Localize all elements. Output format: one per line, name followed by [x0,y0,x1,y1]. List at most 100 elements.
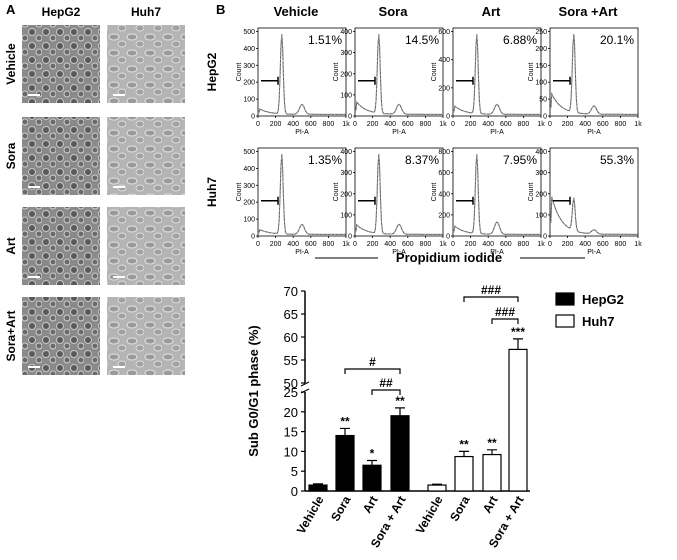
x-tick-label: 200 [367,241,379,248]
x-tick-label: 400 [579,241,591,248]
row-label: Sora+Art [4,310,18,361]
x-tick-label: 1k [342,241,350,248]
bar [390,415,410,492]
row-label: Vehicle [4,43,18,85]
histogram-trace-dashed [452,154,541,235]
y-tick-label: 500 [243,149,255,156]
y-tick-label: 400 [438,57,450,64]
gate-marker [261,76,279,85]
x-axis-label: PI-A [587,249,601,256]
x-tick-label: 200 [465,121,477,128]
column-label: Sora +Art [559,4,619,19]
y-tick-label: 100 [535,212,547,219]
panel-label: B [216,2,225,17]
histogram-trace-dashed [354,34,443,115]
y-tick-label: 0 [446,234,450,241]
error-bar [395,407,405,416]
y-tick-label: 800 [438,149,450,156]
y-tick-label: 0 [543,114,547,121]
y-tick-label: 200 [340,191,352,198]
axis-title: Propidium iodide [396,250,502,265]
x-tick-label: 0 [451,241,455,248]
error-bar [432,483,442,486]
percentage: 1.51% [308,33,342,47]
x-tick-label: 600 [597,241,609,248]
x-tick-label: 0 [353,121,357,128]
column-label: Art [482,4,501,19]
x-tick-label: 200 [367,121,379,128]
x-axis-label: PI-A [295,249,309,256]
x-tick-label: 400 [482,241,494,248]
y-tick-label: 65 [284,307,298,322]
x-tick-label: 600 [500,241,512,248]
histogram-frame [549,27,639,117]
x-tick-label: Art [480,494,501,516]
histogram-frame [354,147,444,237]
y-axis-label: Count [431,183,438,202]
error-bar [513,338,523,350]
x-tick-label: 800 [615,241,627,248]
x-tick-label: 200 [465,241,477,248]
significance: ** [459,437,469,451]
histogram-frame [549,147,639,237]
y-tick-label: 50 [539,97,547,104]
x-tick-label: 1k [342,121,350,128]
y-tick-label: 300 [243,183,255,190]
x-axis-label: PI-A [392,129,406,136]
axis-break [300,381,310,394]
bracket-label: # [369,355,376,369]
error-bar [487,449,497,455]
micrograph [22,117,100,195]
y-tick-label: 0 [251,234,255,241]
panel-label: A [6,2,16,17]
y-tick-label: 10 [284,444,298,459]
x-tick-label: 800 [323,121,335,128]
y-tick-label: 50 [284,376,298,391]
x-tick-label: 400 [287,121,299,128]
y-tick-label: 400 [243,166,255,173]
column-label: Huh7 [131,5,161,19]
bracket [344,368,401,374]
y-tick-label: 70 [284,284,298,299]
x-tick-label: 0 [451,121,455,128]
x-axis-label: PI-A [392,249,406,256]
bar [508,348,528,492]
x-tick-label: 0 [548,121,552,128]
y-tick-label: 200 [340,71,352,78]
bracket-label: ### [481,283,501,297]
x-axis-label: PI-A [295,129,309,136]
row-label: Huh7 [205,177,219,207]
significance: ** [340,414,350,428]
x-tick-label: 600 [402,121,414,128]
x-tick-label: 0 [256,241,260,248]
y-tick-label: 0 [348,114,352,121]
x-tick-label: 200 [562,121,574,128]
y-axis-label: Sub G0/G1 phase (%) [246,325,261,456]
y-axis-label: Count [528,183,535,202]
y-tick-label: 60 [284,330,298,345]
histogram-trace-dashed [549,196,638,235]
x-axis-label: PI-A [587,129,601,136]
percentage: 14.5% [405,33,439,47]
significance: *** [511,325,525,339]
y-tick-label: 200 [438,85,450,92]
x-tick-label: 800 [518,241,530,248]
y-tick-label: 300 [340,50,352,57]
y-axis-label: Count [333,183,340,202]
percentage: 1.35% [308,153,342,167]
y-tick-label: 0 [348,234,352,241]
gate-marker [456,196,474,205]
legend-swatch [555,314,575,328]
bracket [491,318,519,324]
x-tick-label: 1k [634,241,642,248]
error-bar [340,427,350,436]
y-tick-label: 150 [535,63,547,70]
x-tick-label: 1k [439,121,447,128]
x-tick-label: 400 [384,241,396,248]
x-tick-label: 0 [256,121,260,128]
x-tick-label: 800 [615,121,627,128]
column-label: HepG2 [42,5,81,19]
y-tick-label: 20 [284,405,298,420]
x-tick-label: 0 [353,241,357,248]
y-tick-label: 400 [438,191,450,198]
